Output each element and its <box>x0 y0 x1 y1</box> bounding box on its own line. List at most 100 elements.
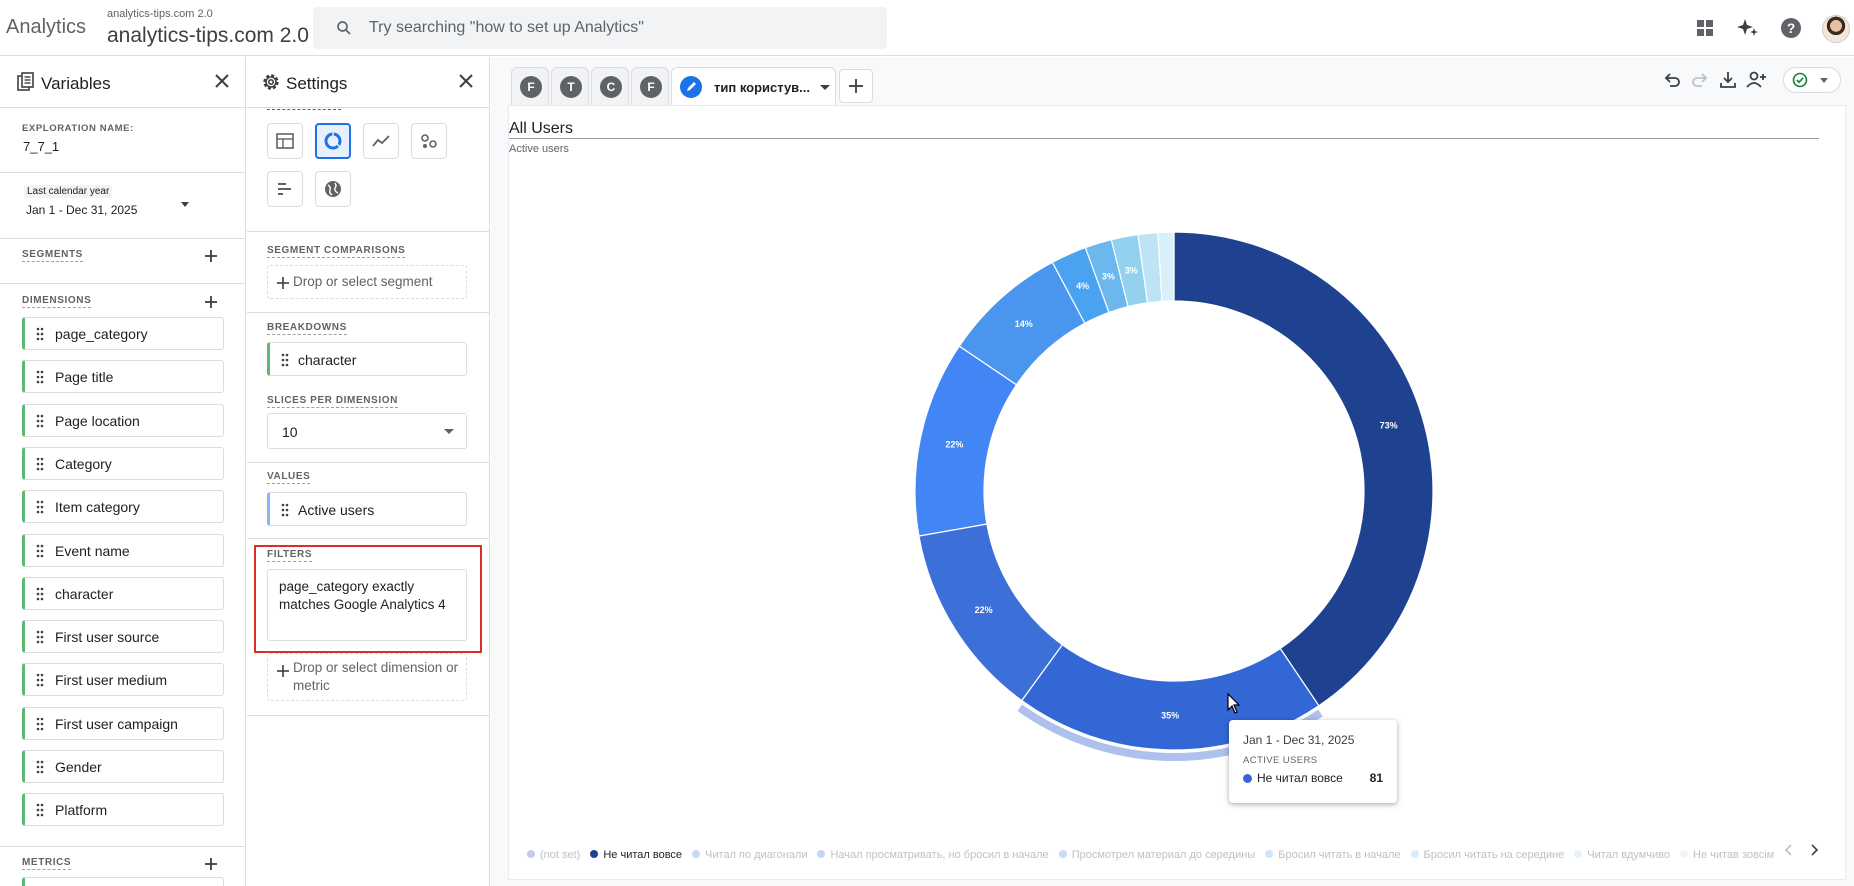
mouse-cursor-icon <box>1227 693 1241 714</box>
legend-item[interactable]: Бросил читать на середине <box>1410 849 1564 861</box>
dimension-chip[interactable]: Page title <box>22 360 224 394</box>
legend-label: Читал по диагонали <box>705 849 808 861</box>
legend-item[interactable]: Начал просматривать, но бросил в начале <box>817 849 1049 861</box>
share-user-icon[interactable] <box>1745 69 1767 91</box>
drag-handle-icon[interactable] <box>35 370 45 384</box>
donut-slice[interactable] <box>1173 231 1434 707</box>
drag-handle-icon[interactable] <box>35 673 45 687</box>
drag-handle-icon[interactable] <box>35 457 45 471</box>
legend-item[interactable]: Бросил читать в начале <box>1265 849 1401 861</box>
apps-grid-icon[interactable] <box>1693 16 1717 40</box>
drag-handle-icon[interactable] <box>35 544 45 558</box>
dimension-chip[interactable]: Event name <box>22 533 224 567</box>
value-chip[interactable]: Active users <box>267 492 467 526</box>
undo-icon[interactable] <box>1661 69 1683 91</box>
slices-per-dimension-label: SLICES PER DIMENSION <box>267 395 398 408</box>
legend-item[interactable]: (not set) <box>527 849 580 861</box>
drag-handle-icon[interactable] <box>35 760 45 774</box>
donut-slice[interactable] <box>1157 231 1175 303</box>
close-variables-icon[interactable] <box>213 72 231 90</box>
drag-handle-icon[interactable] <box>35 500 45 514</box>
slice-percent-label: 3% <box>1102 271 1115 281</box>
legend-item[interactable]: Читал вдумчиво <box>1574 849 1670 861</box>
plus-icon <box>277 665 289 677</box>
dimension-label: First user medium <box>55 672 168 689</box>
dimension-label: character <box>55 585 114 602</box>
legend-item[interactable]: Просмотрел материал до середины <box>1058 849 1255 861</box>
add-tab-button[interactable] <box>839 69 873 103</box>
exploration-name-input[interactable]: 7_7_1 <box>23 139 60 154</box>
drag-handle-icon[interactable] <box>35 327 45 341</box>
dimension-chip[interactable]: page_category <box>22 317 224 350</box>
drag-handle-icon[interactable] <box>35 414 45 428</box>
filter-drop-text: Drop or select dimension or metric <box>293 660 459 693</box>
drag-handle-icon[interactable] <box>280 353 290 367</box>
dimension-chip[interactable]: First user campaign <box>22 706 224 740</box>
help-icon[interactable]: ? <box>1779 16 1803 40</box>
viz-donut-button[interactable] <box>315 123 351 159</box>
redo-icon[interactable] <box>1689 69 1711 91</box>
filter-chip[interactable]: page_category exactly matches Google Ana… <box>267 569 467 641</box>
dimension-chip[interactable]: Page location <box>22 403 224 437</box>
segments-label: SEGMENTS <box>22 249 83 262</box>
slices-per-dimension-select[interactable]: 10 <box>267 413 467 449</box>
legend-item[interactable]: Не читав зовсім <box>1680 849 1774 861</box>
account-name-small[interactable]: analytics-tips.com 2.0 <box>107 8 213 20</box>
breakdown-chip[interactable]: character <box>267 342 467 376</box>
dimension-chip[interactable]: First user medium <box>22 663 224 697</box>
drag-handle-icon[interactable] <box>35 717 45 731</box>
search-input[interactable]: Try searching "how to set up Analytics" <box>369 19 644 36</box>
legend-next-icon[interactable] <box>1808 843 1820 857</box>
value-label: Active users <box>298 502 375 518</box>
legend-prev-icon[interactable] <box>1783 843 1795 857</box>
filter-dropzone[interactable]: Drop or select dimension or metric <box>267 653 467 701</box>
date-range-selector[interactable]: Last calendar year Jan 1 - Dec 31, 2025 <box>20 185 200 225</box>
property-selector[interactable]: analytics-tips.com 2.0 <box>107 24 309 47</box>
app-logo[interactable]: Analytics <box>6 16 87 38</box>
sparkle-insights-icon[interactable] <box>1736 16 1760 40</box>
viz-line-button[interactable] <box>363 123 399 159</box>
drag-handle-icon[interactable] <box>35 587 45 601</box>
drag-handle-icon[interactable] <box>280 503 290 517</box>
legend-label: Читал вдумчиво <box>1587 849 1671 861</box>
chevron-down-icon[interactable] <box>820 85 830 90</box>
add-segment-icon[interactable] <box>203 248 219 264</box>
dimension-chip[interactable]: First user source <box>22 620 224 654</box>
add-metric-icon[interactable] <box>203 856 219 872</box>
pencil-icon <box>680 76 702 98</box>
viz-scatter-button[interactable] <box>411 123 447 159</box>
divider <box>247 231 489 232</box>
save-status-button[interactable] <box>1783 67 1841 93</box>
tab-1[interactable]: F <box>511 67 549 105</box>
dimension-chip[interactable]: Category <box>22 446 224 480</box>
divider <box>0 238 245 239</box>
slice-percent-label: 14% <box>1015 319 1033 329</box>
top-bar: Analytics analytics-tips.com 2.0 analyti… <box>0 0 1854 56</box>
dimension-chip[interactable]: Gender <box>22 750 224 783</box>
search-bar[interactable]: Try searching "how to set up Analytics" <box>313 7 887 49</box>
metric-chip[interactable] <box>22 877 224 886</box>
legend-swatch <box>527 850 535 858</box>
tab-letter: T <box>560 76 582 98</box>
tab-active[interactable]: тип користув... <box>671 67 836 105</box>
dimension-chip[interactable]: character <box>22 576 224 610</box>
dimension-chip[interactable]: Platform <box>22 793 224 827</box>
legend-item[interactable]: Читал по диагонали <box>692 849 807 861</box>
drag-handle-icon[interactable] <box>35 630 45 644</box>
tab-2[interactable]: T <box>551 67 589 105</box>
tab-3[interactable]: C <box>591 67 629 105</box>
legend-item[interactable]: Не читал вовсе <box>590 849 682 861</box>
add-dimension-icon[interactable] <box>203 294 219 310</box>
viz-bar-button[interactable] <box>267 171 303 207</box>
user-avatar[interactable] <box>1822 15 1850 43</box>
viz-geo-button[interactable] <box>315 171 351 207</box>
viz-table-button[interactable] <box>267 123 303 159</box>
divider <box>0 172 245 173</box>
drag-handle-icon[interactable] <box>35 803 45 817</box>
close-settings-icon[interactable] <box>457 72 475 90</box>
tab-4[interactable]: F <box>631 67 669 105</box>
plus-icon <box>277 277 289 289</box>
download-icon[interactable] <box>1717 69 1739 91</box>
dimension-chip[interactable]: Item category <box>22 490 224 524</box>
segment-dropzone[interactable]: Drop or select segment <box>267 265 467 299</box>
